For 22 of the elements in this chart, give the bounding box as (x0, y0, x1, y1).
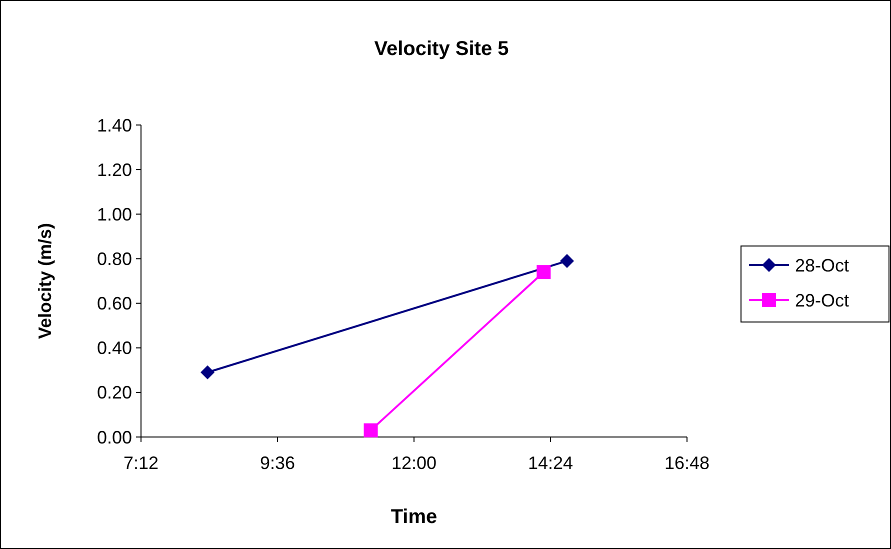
point (560, 254, 574, 268)
x-tick-label: 12:00 (391, 453, 437, 473)
point (364, 423, 378, 438)
legend-label: 29-Oct (795, 290, 850, 310)
legend-label: 28-Oct (795, 255, 850, 276)
x-axis-title: Time (390, 506, 438, 528)
y-tick-label: 0.00 (96, 427, 132, 448)
x-tick-label: 9:36 (260, 453, 296, 473)
y-tick-label: 1.20 (96, 160, 132, 180)
point (200, 365, 215, 380)
point (536, 265, 551, 280)
x-tick-label: 14:24 (528, 453, 574, 473)
x-tick-label: 16:48 (664, 453, 710, 473)
x-tick-label: 7:12 (123, 453, 159, 473)
y-tick-label: 0.80 (96, 249, 132, 270)
y-tick-label: 1.40 (96, 115, 132, 136)
y-tick-label: 0.20 (96, 382, 132, 403)
y-tick-label: 0.40 (96, 338, 132, 358)
chart-title: Velocity Site 5 (374, 38, 509, 60)
y-tick-label: 1.00 (96, 204, 132, 224)
y-axis-title: Velocity (m/s) (35, 222, 55, 340)
y-tick-label: 0.60 (96, 294, 132, 314)
